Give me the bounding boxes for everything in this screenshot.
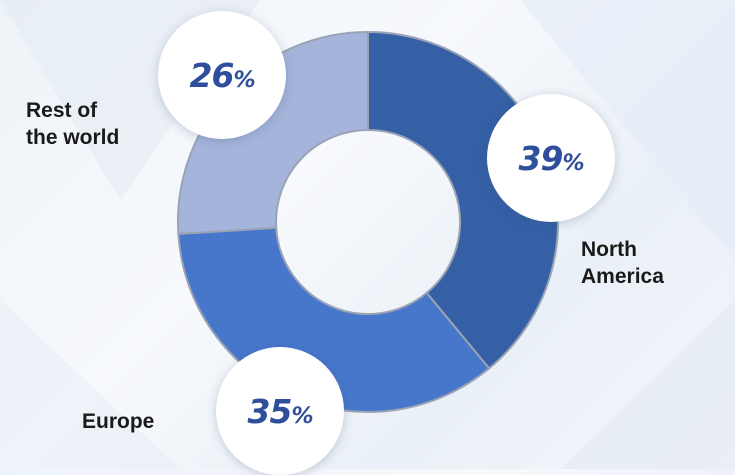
value-label-europe: 35% (247, 391, 314, 431)
label-rest-line-1: Rest of (26, 99, 98, 122)
value-bubble-europe: 35% (216, 347, 344, 475)
label-na-line-2: America (581, 265, 664, 288)
slice-rest-of-world (177, 30, 369, 235)
value-label-north-america: 39% (518, 138, 585, 178)
label-na-line-1: North (581, 238, 637, 261)
value-label-rest: 26% (189, 55, 256, 95)
label-rest-of-world: Rest of the world (26, 97, 119, 151)
value-bubble-north-america: 39% (487, 94, 615, 222)
label-rest-line-2: the world (26, 126, 120, 149)
value-bubble-rest: 26% (158, 11, 286, 139)
label-europe-line-1: Europe (82, 410, 155, 433)
label-north-america: North America (581, 236, 664, 290)
label-europe: Europe (82, 408, 154, 435)
